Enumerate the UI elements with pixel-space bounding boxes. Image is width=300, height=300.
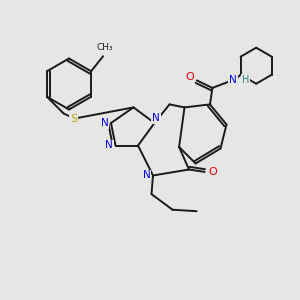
Text: N: N <box>100 118 108 128</box>
Text: N: N <box>152 113 160 124</box>
Text: H: H <box>242 75 249 85</box>
Text: N: N <box>229 75 237 85</box>
Text: N: N <box>142 170 150 181</box>
Text: S: S <box>70 114 77 124</box>
Text: O: O <box>208 167 217 177</box>
Text: CH₃: CH₃ <box>96 44 113 52</box>
Text: O: O <box>185 72 194 82</box>
Text: N: N <box>105 140 113 151</box>
